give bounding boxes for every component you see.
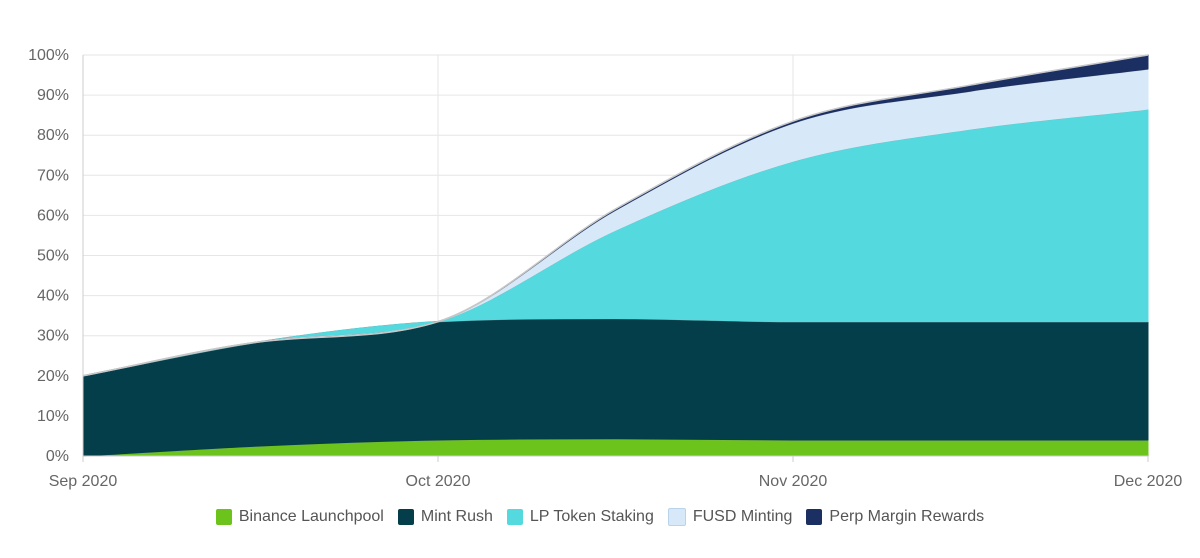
x-tick-label: Sep 2020 bbox=[49, 473, 118, 490]
series-top-line bbox=[82, 54, 1149, 377]
y-tick-label: 50% bbox=[37, 248, 69, 265]
legend-label: Binance Launchpool bbox=[238, 508, 384, 525]
y-tick-label: 80% bbox=[37, 127, 69, 144]
y-axis-ticks: 0% 10% 20% 30% 40% 50% 60% 70% 80% 90% 100% bbox=[28, 47, 69, 465]
x-tick-label: Dec 2020 bbox=[1114, 473, 1183, 490]
legend-swatch bbox=[667, 508, 686, 526]
y-tick-label: 90% bbox=[37, 87, 69, 104]
area-series-mint-rush[interactable] bbox=[82, 317, 1149, 457]
legend-item-fusd-minting[interactable]: FUSD Minting bbox=[667, 508, 793, 526]
x-axis-ticks: Sep 2020 Oct 2020 Nov 2020 Dec 2020 bbox=[49, 473, 1183, 490]
legend-label: Mint Rush bbox=[420, 508, 493, 525]
stacked-area-chart: 0% 10% 20% 30% 40% 50% 60% 70% 80% 90% 100% Sep 20… bbox=[28, 47, 1183, 490]
x-tick-label: Oct 2020 bbox=[406, 473, 471, 490]
y-tick-label: 100% bbox=[28, 47, 69, 64]
legend-swatch bbox=[215, 509, 232, 525]
legend-swatch bbox=[806, 509, 823, 525]
legend-item-perp-margin-rewards[interactable]: Perp Margin Rewards bbox=[806, 508, 984, 526]
y-tick-label: 0% bbox=[46, 448, 69, 465]
legend-item-mint-rush[interactable]: Mint Rush bbox=[397, 508, 493, 526]
axes bbox=[82, 55, 1149, 462]
y-tick-label: 20% bbox=[37, 368, 69, 385]
legend-item-lp-token-staking[interactable]: LP Token Staking bbox=[506, 508, 654, 526]
y-tick-label: 10% bbox=[37, 408, 69, 425]
x-tick-label: Nov 2020 bbox=[759, 473, 828, 490]
legend-swatch bbox=[506, 509, 523, 525]
y-tick-label: 60% bbox=[37, 207, 69, 224]
series-areas bbox=[82, 54, 1149, 457]
y-tick-label: 40% bbox=[37, 288, 69, 305]
legend-label: LP Token Staking bbox=[529, 508, 654, 525]
legend-label: FUSD Minting bbox=[692, 508, 793, 525]
legend-swatch bbox=[397, 509, 414, 525]
chart-legend: Binance Launchpool Mint Rush LP Token Stak… bbox=[0, 508, 1200, 526]
legend-item-binance-launchpool[interactable]: Binance Launchpool bbox=[215, 508, 384, 526]
legend-label: Perp Margin Rewards bbox=[829, 508, 985, 525]
y-tick-label: 70% bbox=[37, 167, 69, 184]
y-tick-label: 30% bbox=[37, 328, 69, 345]
